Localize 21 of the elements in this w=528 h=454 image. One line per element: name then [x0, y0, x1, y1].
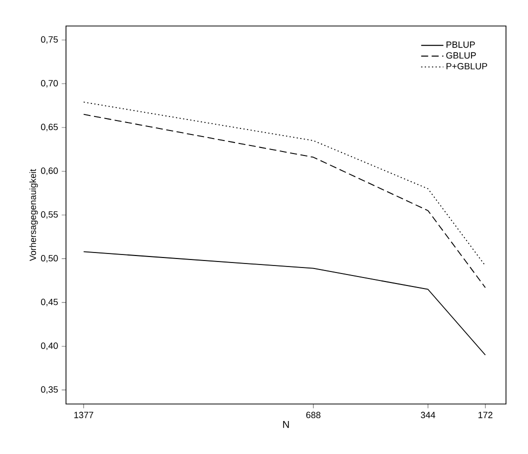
y-tick-label: 0,40: [41, 342, 58, 350]
x-tick-label: 1377: [74, 412, 94, 418]
line-series: [83, 251, 486, 356]
line-series: [83, 102, 486, 266]
y-tick-label: 0,50: [41, 255, 58, 262]
y-tick-label: 0,65: [41, 124, 58, 132]
y-tick-label: 0,35: [41, 386, 58, 394]
line-series: [83, 114, 486, 288]
y-tick-label: 0,55: [41, 211, 58, 219]
y-tick-label: 0,60: [41, 168, 58, 175]
y-tick-label: 0,45: [41, 298, 58, 306]
x-tick-label: 344: [420, 412, 436, 418]
x-tick-label: 172: [478, 412, 492, 418]
legend-label: P+GBLUP: [446, 63, 488, 70]
y-tick-label: 0,70: [41, 80, 58, 88]
y-axis-title: Vorhersagegenauigkeit: [29, 169, 38, 261]
legend-label: GBLUP: [446, 52, 476, 59]
y-tick-label: 0,75: [41, 36, 58, 44]
legend-label: PBLUP: [446, 42, 475, 48]
x-axis-title: N: [283, 421, 289, 428]
x-tick-label: 688: [306, 412, 320, 418]
